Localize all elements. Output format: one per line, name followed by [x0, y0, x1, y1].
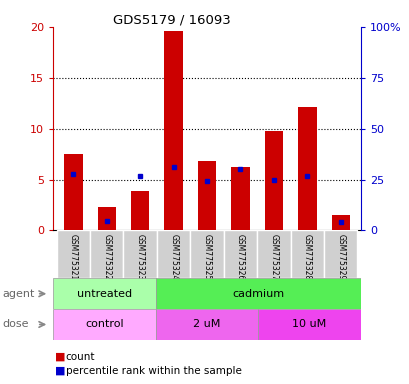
- Text: GSM775327: GSM775327: [269, 234, 278, 281]
- Bar: [64, 154, 82, 230]
- Bar: [90, 230, 123, 278]
- Text: GSM775328: GSM775328: [302, 234, 311, 280]
- Text: GSM775322: GSM775322: [102, 234, 111, 280]
- Text: GSM775321: GSM775321: [69, 234, 78, 280]
- Bar: [123, 230, 157, 278]
- Bar: [231, 167, 249, 230]
- Text: count: count: [65, 352, 95, 362]
- Bar: [164, 31, 182, 230]
- Bar: [53, 278, 155, 309]
- Bar: [297, 107, 316, 230]
- Text: GSM775323: GSM775323: [135, 234, 144, 281]
- Bar: [323, 230, 357, 278]
- Bar: [264, 131, 282, 230]
- Bar: [131, 191, 149, 230]
- Text: GSM775326: GSM775326: [236, 234, 244, 281]
- Text: 2 uM: 2 uM: [193, 319, 220, 329]
- Bar: [155, 309, 258, 340]
- Text: percentile rank within the sample: percentile rank within the sample: [65, 366, 241, 376]
- Bar: [190, 230, 223, 278]
- Text: ■: ■: [55, 366, 66, 376]
- Text: cadmium: cadmium: [231, 289, 284, 299]
- Bar: [331, 215, 349, 230]
- Bar: [155, 278, 360, 309]
- Bar: [290, 230, 323, 278]
- Bar: [97, 207, 116, 230]
- Text: untreated: untreated: [77, 289, 132, 299]
- Bar: [56, 230, 90, 278]
- Text: GSM775329: GSM775329: [335, 234, 344, 281]
- Text: dose: dose: [2, 319, 29, 329]
- Text: GSM775325: GSM775325: [202, 234, 211, 281]
- Bar: [157, 230, 190, 278]
- Text: GDS5179 / 16093: GDS5179 / 16093: [113, 13, 231, 26]
- Text: GSM775324: GSM775324: [169, 234, 178, 281]
- Text: control: control: [85, 319, 124, 329]
- Bar: [223, 230, 256, 278]
- Bar: [198, 161, 216, 230]
- Text: agent: agent: [2, 289, 34, 299]
- Text: ■: ■: [55, 352, 66, 362]
- Bar: [258, 309, 360, 340]
- Text: 10 uM: 10 uM: [292, 319, 326, 329]
- Bar: [53, 309, 155, 340]
- Bar: [256, 230, 290, 278]
